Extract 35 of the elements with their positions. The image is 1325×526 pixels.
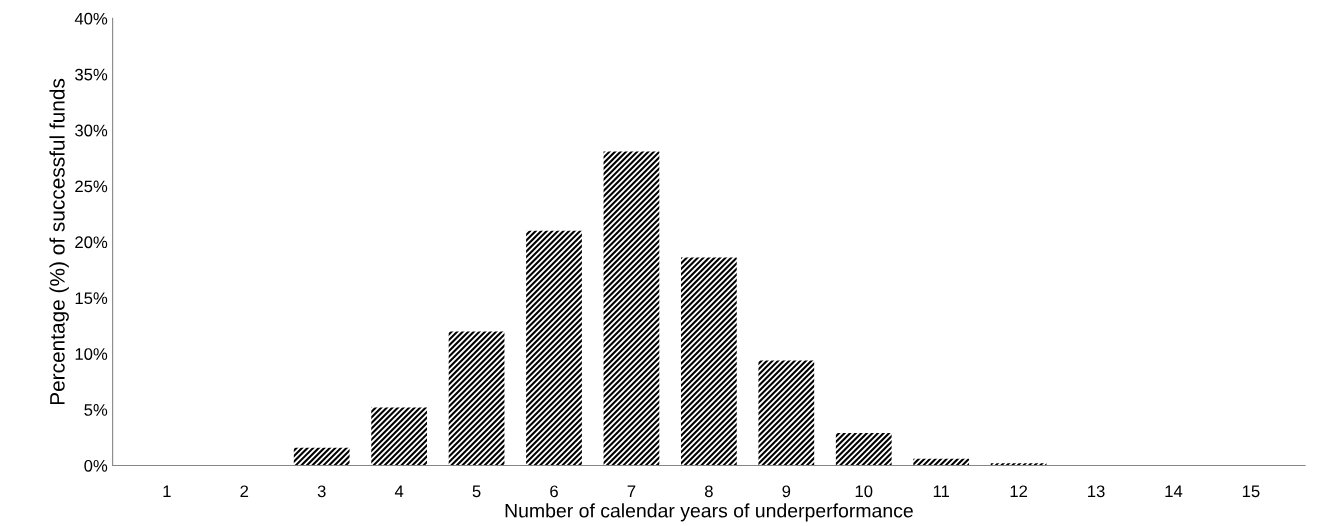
y-tick-label: 35% — [75, 68, 108, 81]
x-tick-label: 13 — [1088, 485, 1105, 498]
y-tick-label: 40% — [74, 12, 108, 25]
x-tick-label: 8 — [704, 485, 713, 498]
x-tick-label: 1 — [163, 485, 171, 498]
bar — [913, 458, 970, 466]
x-axis-title: Number of calendar years of underperformance — [505, 503, 913, 522]
bar — [758, 360, 815, 466]
bar — [293, 447, 350, 466]
y-axis-title: Percentage (%) of successful funds — [49, 78, 69, 405]
x-tick-label: 12 — [1010, 485, 1028, 498]
x-tick-label: 2 — [240, 485, 249, 498]
x-tick-label: 7 — [627, 485, 636, 498]
y-tick-label: 20% — [75, 236, 108, 249]
x-tick-label: 6 — [550, 485, 558, 498]
y-tick-label: 25% — [75, 180, 108, 193]
y-tick-label: 15% — [75, 292, 108, 305]
x-tick-label: 10 — [855, 485, 873, 498]
bar — [835, 433, 892, 466]
x-tick-label: 5 — [472, 485, 481, 498]
bar — [526, 230, 582, 466]
bar — [448, 331, 505, 466]
x-tick-label: 4 — [394, 485, 404, 498]
y-tick-label: 30% — [75, 124, 108, 137]
x-tick-label: 11 — [933, 485, 950, 498]
bar — [603, 151, 660, 466]
y-tick-label: 5% — [84, 404, 108, 416]
y-tick-label: 0% — [84, 459, 108, 472]
x-tick-label: 9 — [782, 485, 791, 498]
x-tick-label: 14 — [1165, 485, 1183, 498]
bar — [681, 257, 737, 466]
x-tick-label: 15 — [1242, 485, 1260, 498]
y-tick-label: 10% — [75, 348, 108, 360]
bar — [371, 407, 428, 466]
x-tick-label: 3 — [317, 485, 326, 498]
